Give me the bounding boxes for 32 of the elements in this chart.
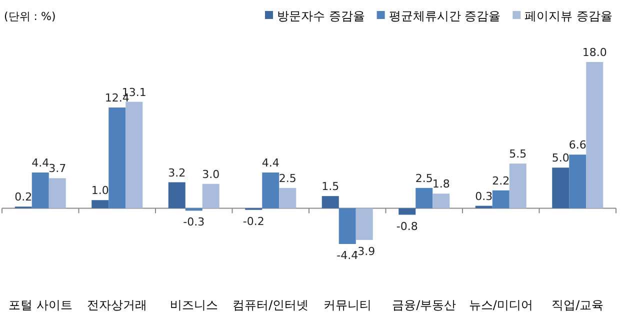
x-tick-label: 직업/교육 — [552, 298, 604, 312]
data-label: 6.6 — [568, 138, 586, 152]
data-label: -0.2 — [242, 214, 264, 228]
data-label: 1.8 — [432, 178, 450, 191]
x-tick-label: 커뮤니티 — [323, 298, 372, 312]
data-label: 3.7 — [48, 162, 66, 176]
data-label: 4.4 — [262, 156, 280, 170]
data-label: 0.2 — [14, 190, 32, 204]
legend-label: 페이지뷰 증감율 — [524, 9, 612, 23]
data-label: 18.0 — [582, 46, 607, 59]
data-label: 2.5 — [415, 172, 433, 185]
x-tick-label: 뉴스/미디어 — [468, 298, 533, 312]
data-label: 1.0 — [91, 184, 109, 198]
data-label: 1.5 — [322, 180, 340, 194]
data-label: -0.3 — [183, 216, 205, 229]
data-label: 5.5 — [509, 148, 527, 161]
data-label: 3.2 — [168, 166, 186, 180]
data-label: 4.4 — [32, 156, 50, 170]
x-tick-label: 금융/부동산 — [392, 298, 456, 312]
data-label: 5.0 — [552, 152, 570, 165]
text: (단위 : %) — [4, 10, 56, 23]
data-label: 3.0 — [202, 168, 220, 181]
x-tick-label: 비즈니스 — [170, 298, 218, 312]
x-tick-label: 전자상거래 — [87, 298, 148, 312]
data-label: -0.8 — [396, 220, 418, 233]
legend-label: 평균체류시간 증감율 — [388, 9, 501, 23]
data-label: 2.2 — [492, 174, 510, 188]
legend-label: 방문자수 증감율 — [277, 9, 365, 23]
x-tick-label: 컴퓨터/인터넷 — [232, 298, 309, 312]
data-label: 0.3 — [475, 190, 493, 203]
x-tick-label: 포털 사이트 — [8, 298, 72, 312]
data-label: 2.5 — [278, 172, 296, 185]
